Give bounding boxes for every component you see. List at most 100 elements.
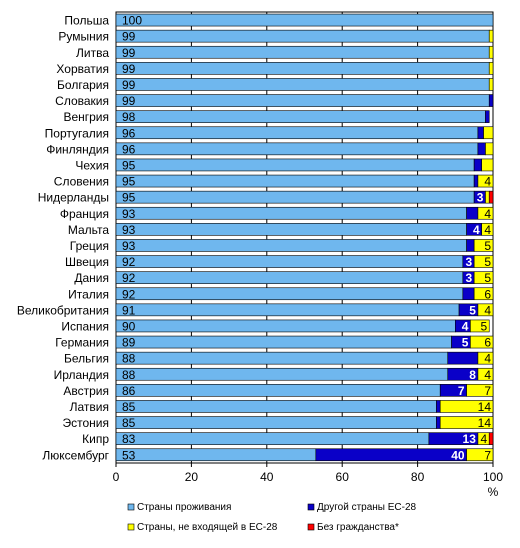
category-label: Португалия: [45, 126, 109, 140]
bar-segment: [473, 239, 494, 252]
bar-segment: [485, 190, 490, 204]
bar-segment: [115, 45, 490, 59]
category-label: Болгария: [57, 78, 109, 92]
bar-segment: [115, 78, 490, 91]
legend-label: Другой страны ЕС-28: [317, 502, 417, 513]
category-label: Франция: [60, 207, 109, 221]
data-label: 95: [122, 158, 136, 172]
data-label: 85: [122, 400, 136, 414]
bar-segment: [488, 29, 494, 43]
category-label: Латвия: [70, 400, 109, 414]
data-label: 5: [462, 336, 469, 350]
bar-segment: [481, 158, 494, 172]
bar-segment: [477, 351, 494, 365]
category-label: Люксембург: [42, 448, 109, 462]
data-label: 5: [484, 271, 491, 285]
bar-segment: [466, 239, 475, 252]
x-tick-label: 0: [113, 470, 120, 484]
data-label: 5: [484, 239, 491, 253]
bar-segment: [115, 110, 486, 123]
category-label: Польша: [64, 14, 109, 28]
bar-segment: [115, 223, 467, 236]
bar-segment: [466, 206, 479, 220]
category-label: Мальта: [68, 223, 109, 237]
category-label: Австрия: [63, 384, 109, 398]
legend-swatch: [127, 523, 135, 531]
bar-segment: [439, 400, 494, 413]
category-label: Эстония: [63, 416, 110, 430]
category-label: Ирландия: [54, 368, 109, 382]
bar-segment: [473, 271, 494, 284]
data-label: 93: [122, 223, 136, 237]
bar-segment: [477, 142, 486, 156]
x-tick-label: 60: [336, 470, 350, 484]
bar-segment: [481, 223, 494, 236]
category-label: Дания: [74, 271, 109, 285]
data-label: 8: [469, 368, 476, 382]
data-label: 4: [462, 319, 469, 333]
data-label: 89: [122, 336, 136, 350]
data-label: 14: [478, 400, 492, 414]
category-label: Венгрия: [63, 110, 109, 124]
bar-segment: [115, 287, 464, 301]
data-label: 88: [122, 352, 136, 366]
bar-segment: [462, 287, 475, 301]
legend-swatch: [307, 503, 315, 511]
bar-segment: [115, 448, 317, 462]
data-label: 99: [122, 46, 136, 60]
data-label: 4: [484, 352, 491, 366]
x-tick-label: 40: [260, 470, 274, 484]
bar-segment: [436, 400, 441, 413]
data-label: 4: [484, 303, 491, 317]
data-label: 98: [122, 110, 136, 124]
data-label: 4: [484, 368, 491, 382]
bar-segment: [470, 319, 490, 333]
bar-segment: [115, 271, 464, 284]
bar-segment: [488, 432, 494, 445]
category-label: Бельгия: [64, 352, 109, 366]
data-label: 5: [484, 255, 491, 269]
data-label: 7: [484, 384, 491, 398]
bar-segment: [470, 335, 494, 349]
data-label: 99: [122, 78, 136, 92]
data-label: 92: [122, 271, 136, 285]
data-label: 4: [484, 207, 491, 221]
data-label: 100: [122, 14, 142, 28]
bar-segment: [473, 255, 494, 268]
bar-segment: [473, 158, 482, 172]
data-label: 83: [122, 432, 136, 446]
bar-segment: [115, 174, 475, 188]
data-label: 96: [122, 142, 136, 156]
bar-segment: [115, 432, 430, 445]
bar-segment: [115, 94, 490, 107]
legend-swatch: [127, 503, 135, 511]
category-label: Хорватия: [56, 62, 109, 76]
category-label: Испания: [61, 319, 109, 333]
bar-segment: [115, 384, 441, 397]
bar-segment: [115, 29, 490, 43]
category-label: Швеция: [65, 255, 109, 269]
bar-segment: [115, 319, 456, 333]
data-label: 91: [122, 303, 136, 317]
bar-segment: [483, 126, 494, 140]
category-label: Италия: [68, 287, 109, 301]
bar-segment: [488, 45, 494, 59]
bar-segment: [447, 351, 479, 365]
bar-segment: [115, 206, 467, 220]
legend-label: Без гражданства*: [317, 522, 399, 533]
x-tick-label: 80: [411, 470, 425, 484]
data-label: 7: [458, 384, 465, 398]
category-label: Чехия: [75, 158, 109, 172]
data-label: 7: [484, 448, 491, 462]
bar-segment: [436, 416, 441, 429]
bar-segment: [477, 367, 494, 381]
data-label: 5: [469, 303, 476, 317]
bar-segment: [115, 255, 464, 268]
data-label: 6: [484, 287, 491, 301]
bar-segment: [477, 174, 494, 188]
data-label: 85: [122, 416, 136, 430]
bar-segment: [115, 239, 467, 252]
category-label: Словакия: [55, 94, 109, 108]
category-label: Кипр: [82, 432, 109, 446]
